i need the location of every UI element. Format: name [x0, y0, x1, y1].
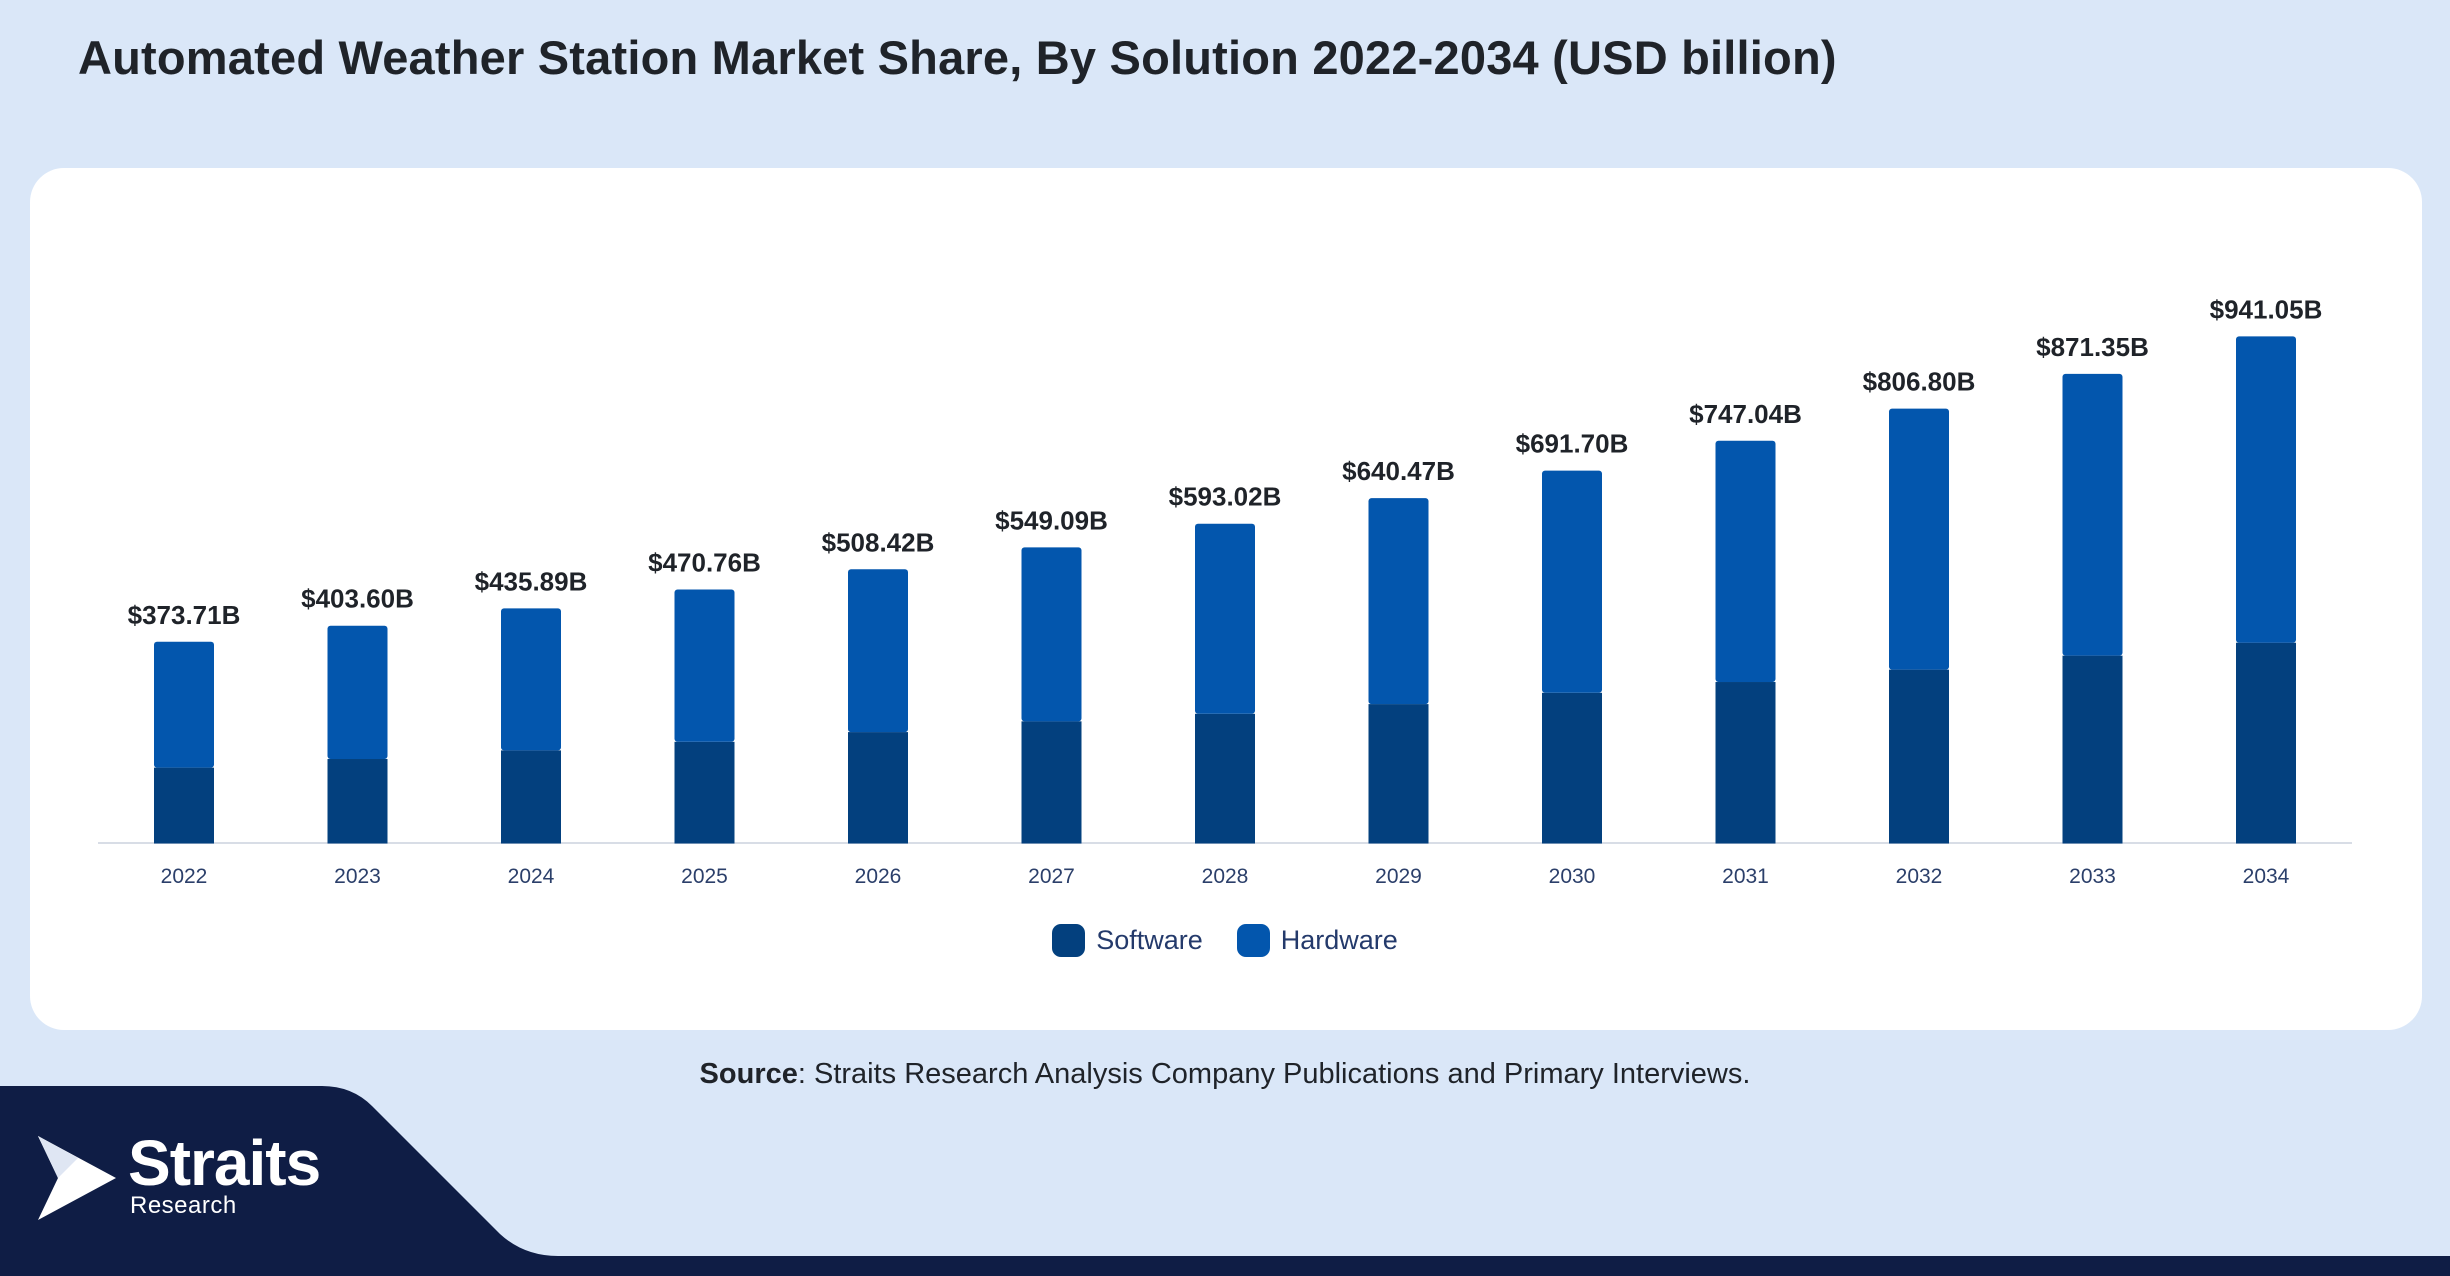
legend-label-hardware: Hardware: [1280, 925, 1398, 955]
total-label-2026: $508.42B: [822, 527, 935, 557]
bar-hardware-2024: [501, 608, 561, 751]
bar-hardware-2033: [2062, 373, 2123, 656]
logo-subtitle: Research: [130, 1192, 237, 1219]
bar-software-2029: [1368, 704, 1429, 844]
total-label-2030: $691.70B: [1516, 429, 1629, 459]
x-tick-label-2025: 2025: [681, 865, 728, 888]
bar-software-2032: [1889, 669, 1949, 844]
legend-swatch-hardware: [1236, 924, 1270, 957]
bar-software-2027: [1021, 721, 1082, 844]
bar-hardware-2034: [2236, 336, 2296, 643]
x-tick-label-2022: 2022: [161, 865, 208, 888]
x-tick-label-2027: 2027: [1028, 865, 1075, 888]
total-label-2025: $470.76B: [648, 548, 761, 578]
legend-item-hardware[interactable]: Hardware: [1236, 924, 1398, 957]
legend-item-software[interactable]: Software: [1052, 924, 1203, 957]
total-label-2029: $640.47B: [1342, 456, 1455, 486]
total-label-2031: $747.04B: [1689, 399, 1802, 429]
chart-title: Automated Weather Station Market Share, …: [78, 31, 1837, 84]
source-text: : Straits Research Analysis Company Publ…: [797, 1058, 1751, 1090]
bar-software-2025: [674, 741, 735, 844]
x-tick-label-2033: 2033: [2069, 865, 2116, 888]
bar-software-2026: [848, 732, 908, 844]
bar-hardware-2027: [1021, 547, 1082, 722]
total-label-2027: $549.09B: [995, 505, 1108, 535]
total-label-2022: $373.71B: [128, 600, 241, 630]
x-tick-label-2026: 2026: [855, 865, 902, 888]
logo-arrow-icon: [38, 1136, 116, 1220]
bar-software-2030: [1542, 692, 1602, 844]
bar-hardware-2030: [1542, 470, 1602, 693]
source-note: Source: Straits Research Analysis Compan…: [0, 1058, 2450, 1091]
total-label-2024: $435.89B: [475, 566, 588, 596]
total-label-2032: $806.80B: [1863, 367, 1976, 397]
bar-hardware-2023: [327, 625, 388, 760]
legend-label-software: Software: [1096, 925, 1203, 955]
bar-software-2028: [1195, 713, 1255, 844]
x-tick-label-2034: 2034: [2243, 865, 2290, 888]
x-tick-label-2031: 2031: [1722, 865, 1769, 888]
total-label-2034: $941.05B: [2210, 294, 2323, 324]
bar-software-2023: [327, 759, 388, 844]
bar-hardware-2025: [674, 589, 735, 742]
x-tick-label-2028: 2028: [1202, 865, 1249, 888]
x-tick-label-2030: 2030: [1549, 865, 1596, 888]
bar-software-2033: [2062, 655, 2123, 844]
bar-software-2031: [1715, 682, 1776, 844]
bar-hardware-2026: [848, 569, 908, 733]
bar-software-2034: [2236, 642, 2296, 844]
total-label-2023: $403.60B: [301, 584, 414, 614]
total-label-2028: $593.02B: [1169, 482, 1282, 512]
x-tick-label-2029: 2029: [1375, 865, 1422, 888]
chart-legend: Software Hardware: [0, 924, 2450, 957]
bar-software-2022: [154, 767, 214, 844]
bar-hardware-2022: [154, 641, 214, 768]
straits-logo: Straits Research: [36, 1127, 356, 1230]
x-tick-label-2024: 2024: [508, 865, 555, 888]
x-tick-label-2023: 2023: [334, 865, 381, 888]
x-tick-label-2032: 2032: [1896, 865, 1943, 888]
bar-software-2024: [501, 750, 561, 844]
legend-swatch-software: [1052, 924, 1086, 957]
total-label-2033: $871.35B: [2036, 332, 2149, 362]
source-label: Source: [699, 1058, 798, 1090]
bar-hardware-2032: [1889, 408, 1949, 670]
bar-hardware-2029: [1368, 498, 1429, 705]
bar-hardware-2028: [1195, 523, 1255, 714]
logo-wordmark: Straits: [128, 1127, 321, 1199]
bar-hardware-2031: [1715, 440, 1776, 683]
